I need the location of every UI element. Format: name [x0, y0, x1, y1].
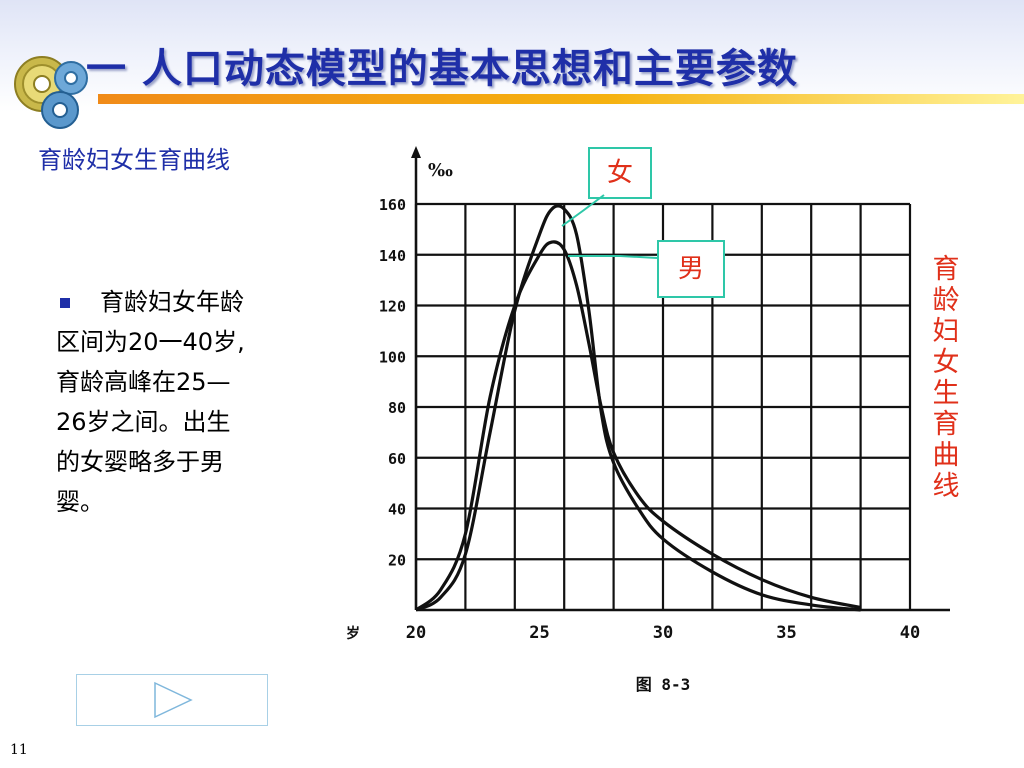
y-tick-label: 60 — [388, 450, 406, 468]
x-axis-origin-label: 岁 — [346, 625, 360, 642]
vertical-char: 龄 — [932, 285, 960, 316]
title-bar-background — [0, 0, 1024, 112]
vertical-chart-label: 育 龄 妇 女 生 育 曲 线 — [928, 254, 964, 502]
vertical-char: 妇 — [932, 316, 960, 347]
title-underline-bar — [98, 94, 1024, 104]
y-tick-label: 120 — [379, 298, 406, 316]
gears-logo-icon — [14, 56, 88, 129]
y-axis-unit-label: ‰ — [428, 160, 453, 181]
body-line: 育龄妇女年龄 — [100, 288, 244, 316]
page-title: 一 人口动态模型的基本思想和主要参数 — [86, 46, 798, 92]
x-tick-label: 30 — [653, 623, 673, 643]
y-tick-label: 20 — [388, 551, 406, 569]
vertical-char: 生 — [932, 378, 960, 409]
bullet-marker — [60, 298, 70, 308]
body-line: 区间为20一40岁, — [56, 328, 245, 356]
x-tick-label: 40 — [900, 623, 920, 643]
vertical-char: 育 — [932, 254, 960, 285]
body-line: 育龄高峰在25— — [56, 368, 231, 396]
y-tick-label: 80 — [388, 399, 406, 417]
x-tick-label: 20 — [406, 623, 426, 643]
vertical-char: 女 — [932, 347, 960, 378]
next-slide-button[interactable] — [76, 674, 268, 726]
figure-caption: 图 8-3 — [636, 675, 691, 694]
vertical-char: 育 — [932, 409, 960, 440]
female-fertility-curve — [415, 204, 861, 612]
female-callout: 女 — [588, 147, 652, 199]
x-tick-label: 35 — [776, 623, 796, 643]
y-tick-label: 140 — [379, 247, 406, 265]
fertility-curve-chart: 20 40 60 80 100 120 140 160 20 25 30 35 40 ‰ 岁图 8-3 — [346, 146, 950, 694]
body-line: 婴。 — [56, 488, 104, 516]
male-callout: 男 — [657, 240, 725, 298]
play-arrow-icon — [154, 681, 193, 719]
x-tick-label: 25 — [529, 623, 549, 643]
y-tick-label: 100 — [379, 348, 406, 366]
y-axis-arrow — [411, 146, 421, 158]
section-subtitle: 育龄妇女生育曲线 — [38, 146, 230, 174]
body-line: 26岁之间。出生 — [56, 408, 231, 436]
vertical-char: 曲 — [932, 440, 960, 471]
page-number: 11 — [10, 742, 28, 758]
body-text: 育龄妇女年龄 区间为20一40岁, 育龄高峰在25— 26岁之间。出生 的女婴略… — [56, 282, 318, 522]
vertical-char: 线 — [932, 471, 960, 502]
body-line: 的女婴略多于男 — [56, 448, 224, 476]
y-tick-label: 40 — [388, 501, 406, 519]
y-tick-label: 160 — [379, 196, 406, 214]
male-fertility-curve — [414, 240, 861, 612]
